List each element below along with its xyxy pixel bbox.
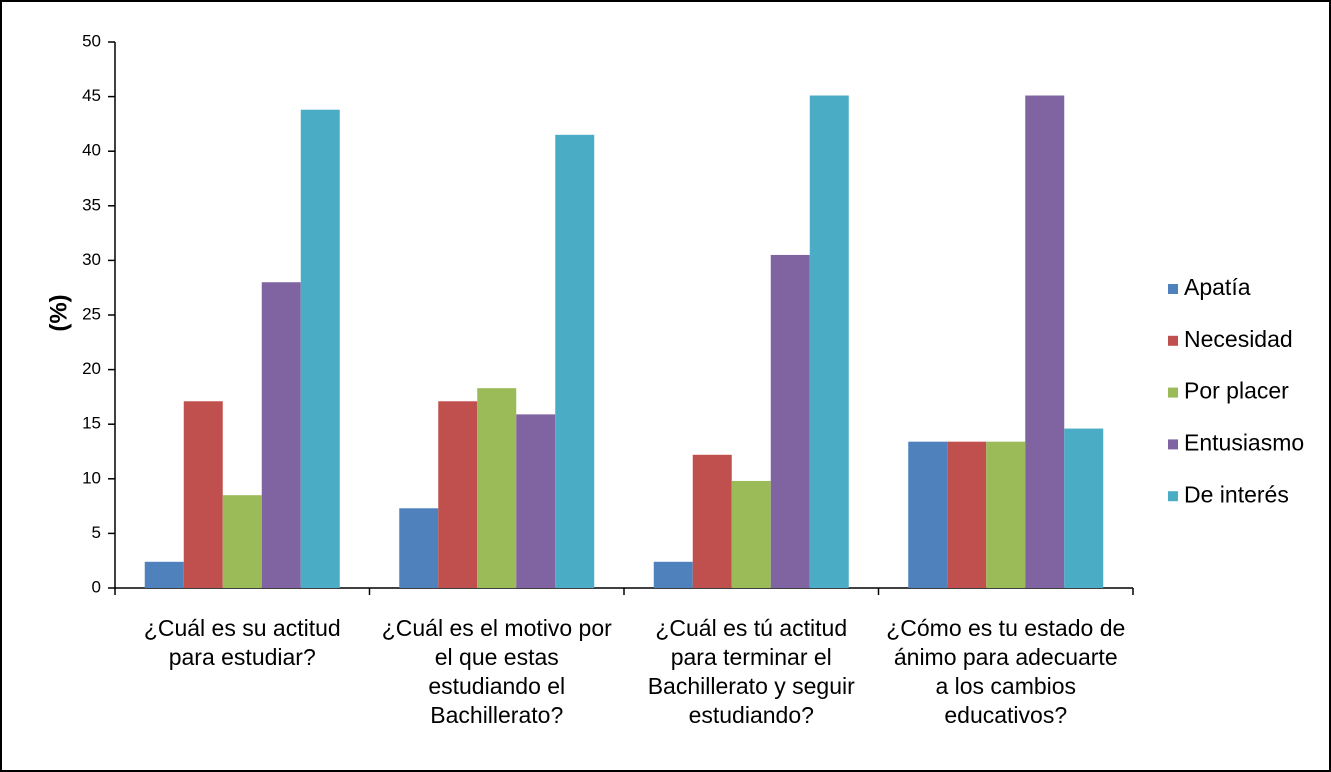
y-tick-label: 25 — [82, 304, 101, 323]
bar — [731, 480, 771, 588]
bar — [809, 95, 849, 589]
y-tick-label: 10 — [82, 468, 101, 487]
legend-swatch — [1168, 439, 1178, 450]
legend-label: De interés — [1184, 481, 1289, 507]
y-tick-label: 30 — [82, 250, 101, 269]
x-tick-label: ¿Cuál es tú actitud para terminar el Bac… — [647, 615, 855, 728]
y-tick-label: 45 — [82, 86, 101, 105]
x-tick-label: ¿Cuál es su actitud para estudiar? — [143, 615, 341, 670]
legend-label: Necesidad — [1184, 326, 1293, 352]
bar — [947, 441, 987, 588]
bar — [183, 401, 223, 588]
bar — [222, 495, 262, 588]
y-tick-label: 40 — [82, 141, 101, 160]
bar — [516, 414, 556, 588]
x-tick-label: ¿Cuál es el motivo por el que estas estu… — [381, 615, 612, 728]
bar — [692, 454, 732, 588]
y-tick-label: 5 — [92, 523, 101, 542]
bar — [261, 282, 301, 588]
y-tick-label: 50 — [82, 31, 101, 50]
legend-label: Apatía — [1184, 274, 1251, 300]
legend-label: Por placer — [1184, 378, 1289, 404]
legend-swatch — [1168, 387, 1178, 398]
legend-swatch — [1168, 491, 1178, 502]
bar — [1064, 428, 1104, 588]
legend-swatch — [1168, 335, 1178, 346]
bar — [1025, 95, 1065, 589]
y-tick-label: 0 — [92, 577, 101, 596]
bar — [986, 441, 1026, 588]
bar — [399, 508, 439, 588]
bar — [555, 134, 595, 588]
y-axis-label: (%) — [45, 294, 72, 331]
legend-swatch — [1168, 284, 1178, 294]
y-tick-label: 35 — [82, 195, 101, 214]
bar — [477, 388, 517, 588]
y-tick-label: 15 — [82, 414, 101, 433]
y-tick-label: 20 — [82, 359, 101, 378]
bar — [300, 109, 340, 588]
bar — [438, 401, 478, 588]
bar — [144, 561, 184, 588]
bar — [908, 441, 948, 588]
legend-label: Entusiasmo — [1184, 429, 1304, 455]
x-tick-label: ¿Cómo es tu estado de ánimo para adecuar… — [886, 615, 1126, 728]
bar — [653, 561, 693, 588]
bar — [770, 254, 810, 588]
